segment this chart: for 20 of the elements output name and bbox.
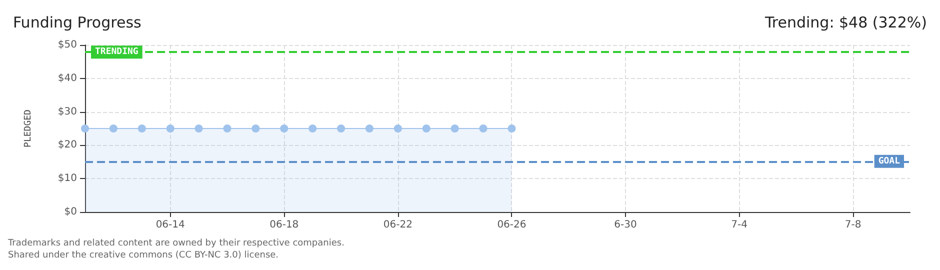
text: Shared under the creative commons (CC BY-NC 3.0) license. <box>8 250 279 260</box>
x-tick-label: 06-14 <box>156 220 185 230</box>
y-tick-label: $40 <box>58 72 77 84</box>
x-tick-label: 06-22 <box>383 220 412 230</box>
y-tick-label: $30 <box>58 106 77 118</box>
chart-subtitle: Trending: $48 (322%) <box>764 14 928 32</box>
ref-line-label: TRENDING <box>95 47 138 58</box>
y-tick-label: $50 <box>58 40 77 50</box>
x-tick-label: 6-30 <box>614 220 637 230</box>
x-tick-label: 06-26 <box>497 220 526 230</box>
text: Trademarks and related content are owned by their respective companies. <box>7 238 344 248</box>
x-tick-label: 7-8 <box>844 220 862 230</box>
y-axis-title: PLEDGED <box>24 110 34 148</box>
chart-title: Funding Progress <box>13 14 142 32</box>
y-tick-label: $10 <box>58 173 77 184</box>
y-tick-label: $20 <box>58 140 77 151</box>
x-tick-label: 06-18 <box>270 220 299 230</box>
y-tick-label: $0 <box>64 206 77 218</box>
ref-line-label: GOAL <box>878 156 901 166</box>
x-tick-label: 7-4 <box>731 220 748 230</box>
